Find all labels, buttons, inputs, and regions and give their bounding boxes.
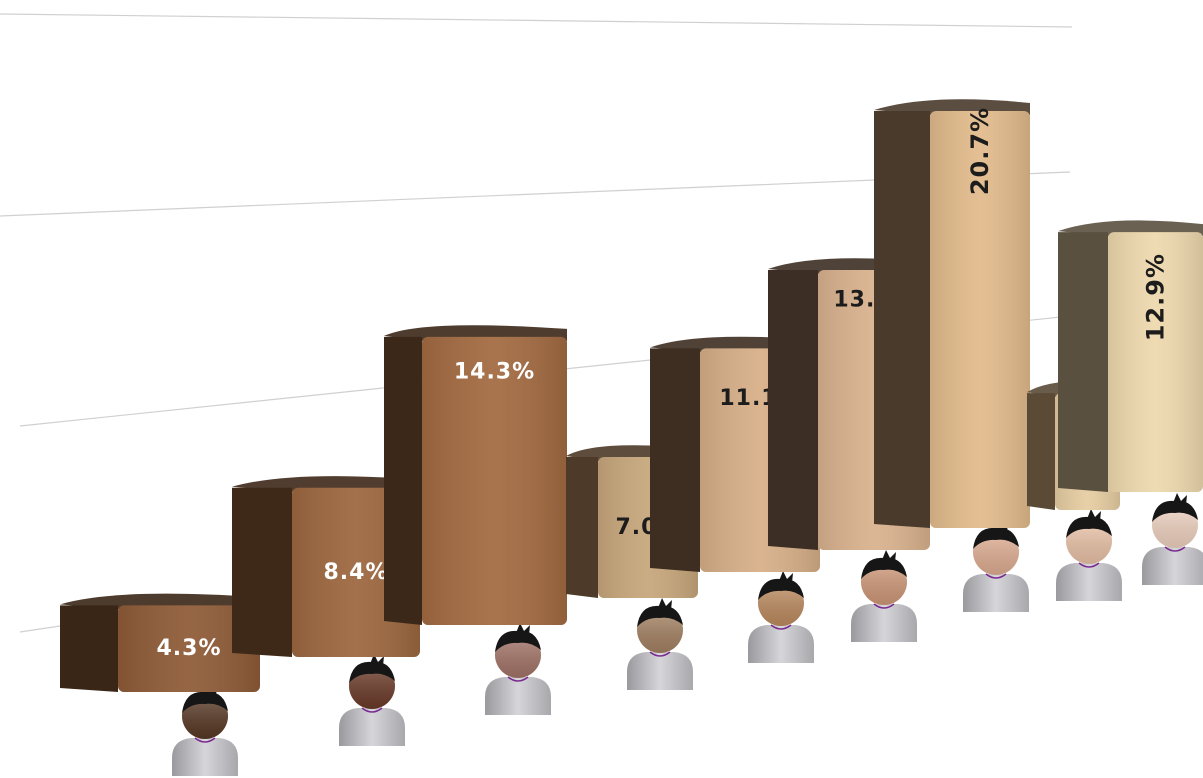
person-body (1142, 547, 1203, 585)
person-body (627, 652, 693, 690)
person-hair-tuft (516, 623, 530, 635)
bar-side (60, 605, 118, 692)
bar-side (768, 269, 818, 550)
person-body (1056, 563, 1122, 601)
bar-6: 20.7% (874, 99, 1030, 528)
bar-value-label: 20.7% (966, 107, 994, 195)
person-icon (851, 550, 917, 642)
person-icon (1142, 493, 1203, 585)
person-icon (627, 598, 693, 690)
person-icon (339, 654, 405, 746)
person-hair-tuft (779, 571, 793, 583)
person-body (172, 738, 238, 776)
bar-side (874, 111, 930, 528)
bar-2: 14.3% (384, 325, 567, 625)
bar-0: 4.3% (60, 593, 260, 692)
person-hair (349, 661, 395, 683)
gridline-0 (0, 13, 1073, 28)
person-collar (1164, 546, 1186, 552)
person-icon (172, 684, 238, 776)
person-body (748, 625, 814, 663)
person-body (339, 708, 405, 746)
bar-front-shade (118, 605, 260, 692)
bar-side (1058, 232, 1108, 492)
person-body (485, 677, 551, 715)
person-hair (495, 630, 541, 652)
bar-front-shade (930, 111, 1030, 528)
bar-value-label: 4.3% (156, 636, 221, 661)
person-hair (973, 527, 1019, 549)
person-hair (1066, 516, 1112, 538)
bar-side (1027, 393, 1055, 510)
person-icon (748, 571, 814, 663)
person-collar (873, 603, 895, 609)
person-hair-tuft (882, 550, 896, 562)
person-icon (1056, 509, 1122, 601)
person-hair (637, 605, 683, 627)
bar-value-label: 14.3% (454, 359, 535, 384)
bar-front-shade (422, 336, 567, 625)
person-icon (963, 520, 1029, 612)
bar-value-label: 8.4% (323, 560, 388, 585)
bar-front-shade (1108, 232, 1203, 492)
person-hair (1152, 500, 1198, 522)
person-hair (861, 557, 907, 579)
person-hair (758, 578, 804, 600)
person-collar (649, 651, 671, 657)
bar-side (566, 456, 598, 598)
person-hair (182, 691, 228, 713)
person-body (851, 604, 917, 642)
person-icons (172, 493, 1203, 776)
bar-side (232, 487, 292, 657)
person-hair-tuft (1173, 493, 1187, 505)
bar-side (650, 348, 700, 572)
person-collar (194, 737, 216, 743)
person-hair-tuft (658, 598, 672, 610)
person-icon (485, 623, 551, 715)
person-collar (1078, 562, 1100, 568)
person-body (963, 574, 1029, 612)
person-hair-tuft (1087, 509, 1101, 521)
person-collar (770, 624, 792, 630)
person-collar (361, 707, 383, 713)
bar-side (384, 336, 422, 625)
person-collar (507, 676, 529, 682)
bars: 4.3%8.4%14.3%7.0%11.1%13.9%20.7%5.8%12.9… (60, 99, 1203, 692)
bar-8: 12.9% (1058, 220, 1203, 492)
bar-value-label: 12.9% (1142, 253, 1170, 341)
person-collar (985, 573, 1007, 579)
